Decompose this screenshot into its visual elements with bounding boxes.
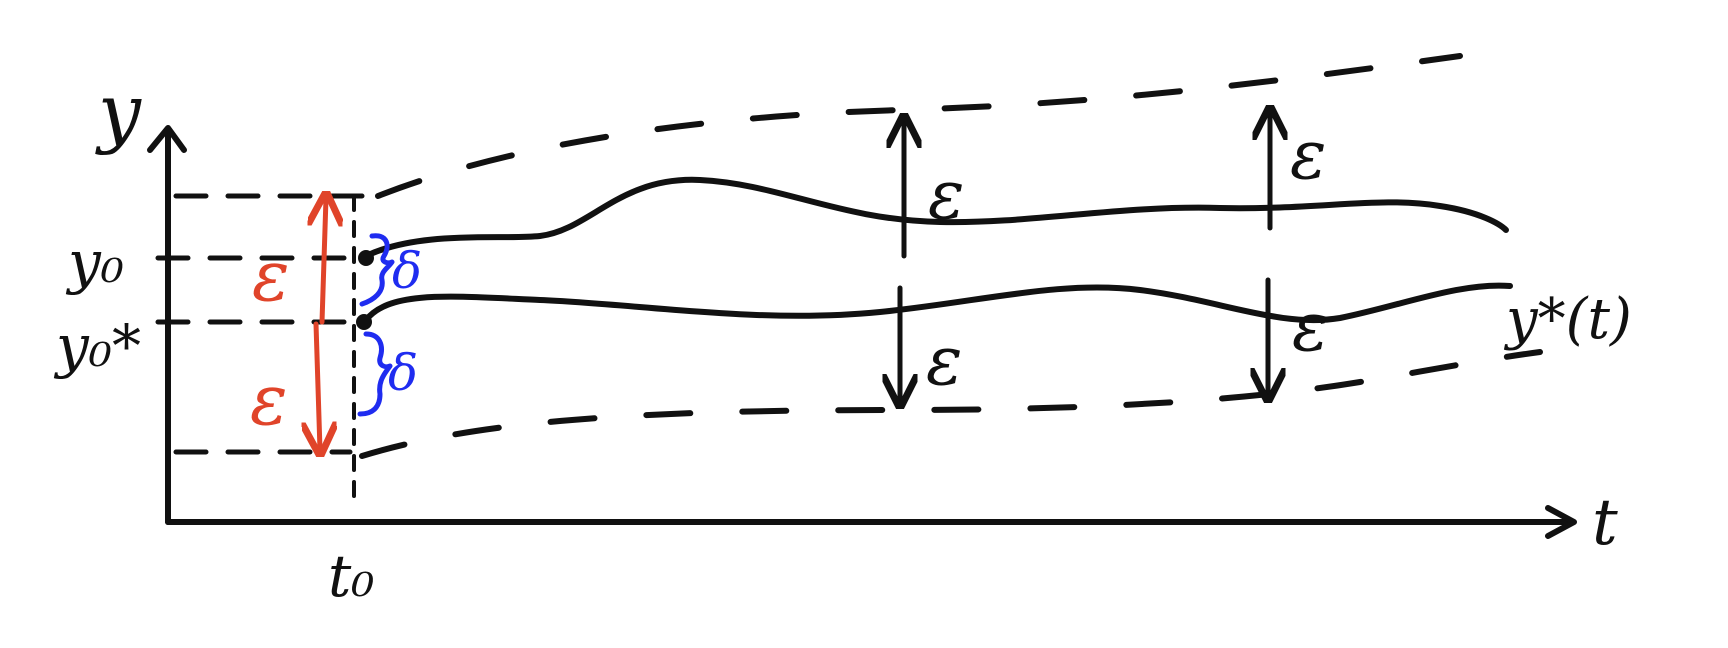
reference-solution-label: y*(t) [1503, 287, 1632, 352]
upper-tube-boundary [375, 53, 1463, 199]
epsilon-tube [359, 53, 1543, 459]
y-axis-arrowhead [147, 125, 187, 153]
epsilon-initial-arrows [316, 198, 326, 450]
axes [147, 125, 1577, 539]
epsilon-lower-initial-label: ε [250, 359, 288, 441]
epsilon-up-arrow [322, 198, 326, 325]
delta-upper-label: δ [392, 242, 422, 300]
epsilon-mid-lower-label: ε [926, 322, 963, 401]
x-axis-arrowhead [1545, 505, 1577, 539]
upper-delta-brace [359, 233, 395, 307]
y0-tick-label: y₀ [65, 228, 124, 296]
guide-lines [155, 193, 381, 455]
initial-point-y0-star [356, 314, 372, 330]
reference-solution-y-star [363, 282, 1513, 324]
solution-curves [363, 176, 1513, 324]
delta-lower-label: δ [388, 344, 418, 402]
y0-star-tick-label: y₀* [53, 312, 141, 380]
lower-delta-brace [357, 331, 393, 417]
epsilon-right-lower-label: ε [1292, 288, 1329, 367]
lower-tube-boundary [359, 349, 1543, 459]
epsilon-down-arrow [316, 321, 320, 450]
x-axis-label: t [1592, 486, 1618, 560]
perturbed-solution [363, 176, 1509, 259]
y-axis-label: y [95, 67, 142, 156]
epsilon-upper-initial-label: ε [252, 235, 290, 317]
epsilon-mid-arrows [900, 120, 904, 402]
initial-point-y0 [358, 250, 374, 266]
t0-tick-label: t₀ [328, 542, 375, 610]
epsilon-right-upper-label: ε [1290, 116, 1327, 195]
epsilon-mid-upper-label: ε [928, 156, 965, 235]
delta-braces [357, 233, 395, 417]
epsilon-right-arrows [1268, 112, 1270, 396]
